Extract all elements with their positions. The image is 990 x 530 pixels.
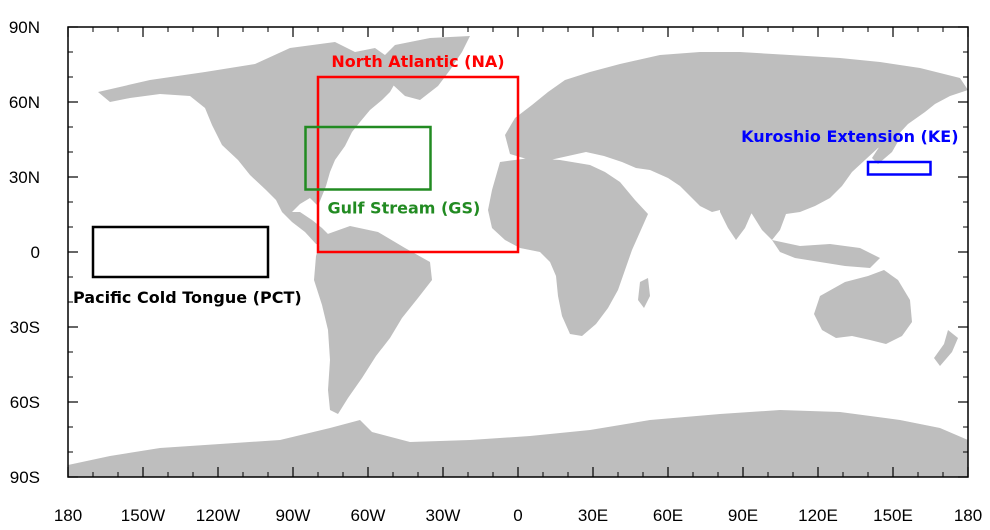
japan (872, 128, 900, 164)
lon-tick-label: 120W (196, 506, 240, 525)
central-america (282, 212, 332, 246)
lon-tick-label: 30W (426, 506, 461, 525)
eurasia (505, 52, 968, 240)
longitude-axis: 180 150W 120W 90W 60W 30W 0 30E 60E 90E 120E 150E 18… (54, 27, 982, 525)
lon-tick-label: 90W (276, 506, 311, 525)
south-america (314, 226, 432, 414)
lon-tick-label: 90E (728, 506, 758, 525)
maritime-continent (772, 240, 880, 268)
lon-tick-label: 60W (351, 506, 386, 525)
lon-tick-label: 180 (54, 506, 82, 525)
lat-tick-label: 0 (31, 243, 40, 262)
region-label-na: North Atlantic (NA) (331, 52, 504, 71)
new-zealand (934, 330, 958, 366)
lon-tick-label: 150W (121, 506, 165, 525)
lat-tick-label: 30S (10, 318, 40, 337)
lat-tick-label: 30N (9, 168, 40, 187)
lat-tick-label: 60N (9, 93, 40, 112)
region-box-na (316, 75, 520, 254)
land-masses (68, 36, 968, 477)
antarctica (68, 410, 968, 477)
latitude-axis: 90N 60N 30N 0 30S 60S 90S (9, 18, 968, 487)
lat-tick-label: 60S (10, 393, 40, 412)
region-label-pct: Pacific Cold Tongue (PCT) (73, 288, 302, 307)
region-box-ke (866, 160, 932, 176)
lon-tick-label: 120E (798, 506, 838, 525)
lat-tick-label: 90S (10, 468, 40, 487)
lon-tick-label: 30E (578, 506, 608, 525)
madagascar (638, 278, 650, 308)
africa (488, 158, 648, 336)
north-america (98, 42, 398, 214)
region-box-gs (304, 125, 432, 191)
region-label-gs: Gulf Stream (GS) (328, 199, 481, 218)
region-box-pct (91, 225, 270, 279)
lat-tick-label: 90N (9, 18, 40, 37)
lon-tick-label: 0 (513, 506, 522, 525)
region-label-ke: Kuroshio Extension (KE) (741, 127, 958, 146)
greenland (375, 36, 470, 100)
regions-layer: North Atlantic (NA) Gulf Stream (GS) Kuros… (73, 52, 959, 307)
lon-tick-label: 60E (653, 506, 683, 525)
lon-tick-label: 180 (954, 506, 982, 525)
lon-tick-label: 150E (873, 506, 913, 525)
india (720, 195, 752, 240)
australia (814, 270, 912, 344)
